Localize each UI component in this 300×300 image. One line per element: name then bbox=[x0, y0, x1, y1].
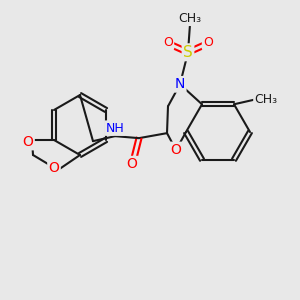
Text: O: O bbox=[203, 36, 213, 49]
Text: O: O bbox=[127, 157, 137, 171]
Text: O: O bbox=[22, 135, 34, 149]
Text: N: N bbox=[175, 77, 185, 91]
Text: S: S bbox=[183, 45, 193, 60]
Text: O: O bbox=[49, 161, 59, 175]
Text: O: O bbox=[163, 36, 173, 49]
Text: NH: NH bbox=[106, 122, 124, 135]
Text: CH₃: CH₃ bbox=[178, 12, 202, 25]
Text: O: O bbox=[171, 143, 182, 157]
Text: CH₃: CH₃ bbox=[254, 93, 278, 106]
